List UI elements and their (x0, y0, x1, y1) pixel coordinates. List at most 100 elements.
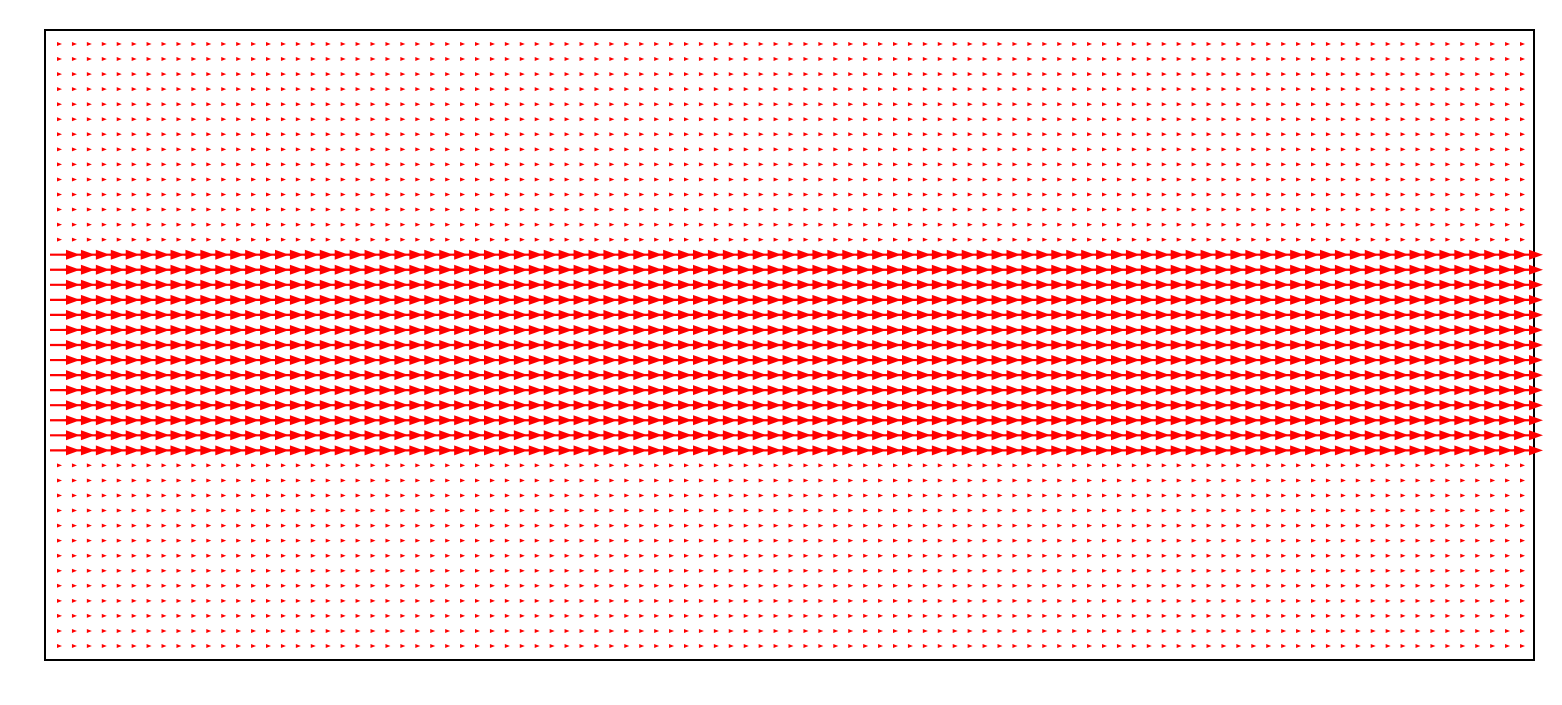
quiver-arrow (1161, 598, 1167, 603)
quiver-arrow (1415, 132, 1421, 137)
quiver-arrow (71, 493, 77, 498)
quiver-arrow (1116, 117, 1122, 122)
quiver-arrow (1191, 237, 1197, 242)
quiver-arrow (415, 177, 421, 182)
quiver-arrow (743, 538, 749, 543)
quiver-arrow (266, 568, 271, 573)
quiver-arrow (878, 192, 884, 197)
quiver-arrow (564, 538, 570, 543)
quiver-arrow (534, 147, 540, 152)
quiver-arrow (146, 207, 152, 212)
quiver-arrow (340, 463, 346, 468)
quiver-arrow (937, 57, 943, 62)
quiver-arrow (713, 57, 719, 62)
quiver-arrow (430, 463, 436, 468)
quiver-arrow (489, 613, 495, 618)
quiver-arrow (594, 132, 600, 137)
quiver-arrow (400, 147, 406, 152)
quiver-arrow (1176, 568, 1182, 573)
quiver-arrow (1221, 523, 1227, 528)
quiver-arrow (146, 222, 152, 227)
quiver-arrow (1012, 237, 1018, 242)
quiver-arrow (1176, 583, 1182, 588)
quiver-arrow (982, 177, 988, 182)
quiver-arrow (325, 117, 331, 122)
quiver-arrow (355, 147, 361, 152)
quiver-arrow (1400, 147, 1406, 152)
quiver-arrow (1385, 57, 1391, 62)
quiver-arrow (952, 117, 958, 122)
quiver-arrow (684, 508, 689, 513)
quiver-arrow (788, 237, 794, 242)
quiver-arrow (1355, 207, 1361, 212)
quiver-arrow (1072, 523, 1078, 528)
quiver-arrow (758, 463, 764, 468)
quiver-arrow (1415, 628, 1421, 633)
quiver-arrow (1296, 162, 1302, 167)
quiver-arrow (1102, 568, 1107, 573)
quiver-arrow (848, 147, 854, 152)
quiver-arrow (415, 192, 421, 197)
quiver-arrow (221, 493, 227, 498)
quiver-arrow (1042, 222, 1048, 227)
quiver-arrow (579, 162, 585, 167)
quiver-arrow (1266, 192, 1272, 197)
quiver-arrow (236, 644, 242, 648)
quiver-arrow (1520, 508, 1525, 513)
quiver-arrow (803, 102, 809, 107)
quiver-arrow (1325, 207, 1331, 212)
quiver-arrow (1236, 568, 1242, 573)
quiver-arrow (370, 523, 376, 528)
quiver-arrow (1520, 42, 1525, 46)
quiver-arrow (1102, 538, 1107, 543)
quiver-arrow (71, 538, 77, 543)
quiver-arrow (1012, 523, 1018, 528)
quiver-arrow (609, 538, 615, 543)
quiver-arrow (1057, 598, 1063, 603)
quiver-arrow (1042, 644, 1048, 648)
quiver-arrow (266, 222, 271, 227)
quiver-arrow (1445, 57, 1451, 62)
quiver-arrow (1445, 192, 1451, 197)
quiver-arrow (251, 117, 257, 122)
quiver-arrow (669, 463, 675, 468)
quiver-arrow (1370, 162, 1376, 167)
quiver-arrow (848, 102, 854, 107)
quiver-arrow (1042, 102, 1048, 107)
quiver-arrow (430, 508, 436, 513)
quiver-arrow (1430, 508, 1436, 513)
quiver-arrow (952, 463, 958, 468)
quiver-arrow (340, 598, 346, 603)
quiver-arrow (549, 132, 555, 137)
quiver-arrow (624, 192, 630, 197)
quiver-arrow (1131, 478, 1137, 483)
quiver-arrow (355, 598, 361, 603)
quiver-arrow (475, 192, 480, 197)
quiver-arrow (1131, 493, 1137, 498)
quiver-arrow (1012, 162, 1018, 167)
quiver-arrow (266, 132, 271, 137)
quiver-arrow (1161, 57, 1167, 62)
quiver-arrow (878, 177, 884, 182)
quiver-arrow (430, 87, 436, 92)
quiver-arrow (1146, 523, 1152, 528)
quiver-arrow (236, 207, 242, 212)
quiver-arrow (818, 568, 824, 573)
quiver-arrow (1236, 583, 1242, 588)
quiver-arrow (1430, 42, 1436, 46)
quiver-arrow (370, 583, 376, 588)
quiver-arrow (952, 102, 958, 107)
quiver-arrow (1355, 538, 1361, 543)
quiver-arrow (1221, 493, 1227, 498)
quiver-arrow (1221, 478, 1227, 483)
quiver-arrow (937, 42, 943, 46)
quiver-arrow (743, 42, 749, 46)
quiver-arrow (1385, 87, 1391, 92)
quiver-arrow (1161, 177, 1167, 182)
quiver-arrow (624, 538, 630, 543)
quiver-arrow (1057, 538, 1063, 543)
quiver-arrow (639, 87, 645, 92)
quiver-arrow (206, 478, 212, 483)
quiver-arrow (818, 598, 824, 603)
quiver-arrow (1191, 72, 1197, 77)
